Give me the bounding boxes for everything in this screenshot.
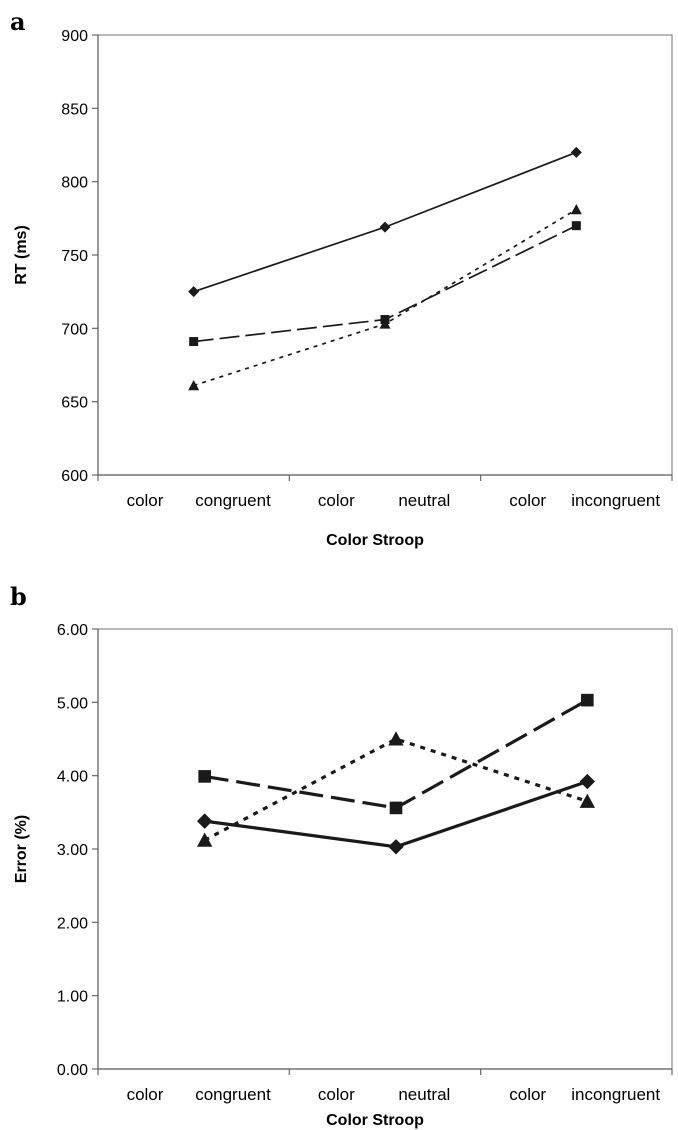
y-tick-label: 5.00: [57, 695, 88, 712]
panel-letter-a: a: [10, 7, 26, 36]
data-point-square-icon: [189, 337, 199, 347]
x-axis-title: Color Stroop: [326, 1112, 424, 1129]
series-line: [193, 208, 577, 387]
data-point-diamond-icon: [570, 146, 582, 158]
panel-letter-b: b: [10, 582, 27, 611]
data-point-diamond-icon: [388, 839, 404, 855]
series-line: [204, 698, 589, 810]
x-axis-title: Color Stroop: [326, 532, 424, 549]
x-category-label-part: congruent: [195, 1085, 271, 1104]
data-point-triangle-icon: [579, 793, 596, 808]
y-tick-label: 3.00: [57, 842, 88, 859]
y-tick-label: 700: [61, 321, 88, 338]
data-point-triangle-icon: [388, 731, 404, 746]
y-tick-label: 600: [61, 468, 88, 485]
x-category-label-part: color: [127, 1085, 164, 1104]
data-point-diamond-icon: [196, 813, 213, 829]
x-category-label-part: incongruent: [571, 491, 660, 510]
series-line: [203, 737, 588, 842]
x-category-label-part: incongruent: [571, 1085, 660, 1104]
data-point-triangle-icon: [196, 832, 213, 847]
data-point-triangle-icon: [570, 204, 582, 215]
y-tick-label: 0.00: [57, 1062, 88, 1079]
x-category-label-part: congruent: [195, 491, 271, 510]
y-tick-label: 1.00: [57, 989, 88, 1006]
data-point-square-icon: [389, 801, 403, 815]
data-point-triangle-icon: [188, 380, 200, 391]
y-axis-title: Error (%): [13, 815, 30, 883]
data-point-diamond-icon: [579, 773, 596, 790]
x-category-label-part: neutral: [398, 1085, 450, 1104]
x-category-label-part: color: [318, 1085, 355, 1104]
y-tick-label: 850: [61, 101, 88, 118]
y-tick-label: 4.00: [57, 769, 88, 786]
x-category-label-part: neutral: [398, 491, 450, 510]
x-category-label-part: color: [127, 491, 164, 510]
data-point-triangle-icon: [379, 318, 391, 329]
x-category-label-part: color: [509, 491, 546, 510]
y-tick-label: 800: [61, 175, 88, 192]
data-point-square-icon: [571, 221, 581, 231]
data-point-diamond-icon: [188, 286, 200, 298]
y-tick-label: 2.00: [57, 915, 88, 932]
chart-panel-a: 600 650 700 750 800 850 900 color congruent color…: [13, 28, 673, 549]
chart-panel-b: 0.00 1.00 2.00 3.00 4.00 5.00 6.00 color congrue…: [13, 622, 673, 1129]
data-point-square-icon: [581, 693, 594, 707]
y-tick-label: 750: [61, 248, 88, 265]
data-point-square-icon: [198, 770, 211, 783]
data-point-diamond-icon: [379, 221, 391, 233]
y-tick-label: 6.00: [57, 622, 88, 639]
y-axis-title: RT (ms): [13, 225, 30, 285]
x-category-label-part: color: [318, 491, 355, 510]
y-tick-label: 650: [61, 395, 88, 412]
y-tick-label: 900: [61, 28, 88, 45]
plot-area-frame: [97, 34, 673, 476]
x-category-label-part: color: [509, 1085, 546, 1104]
